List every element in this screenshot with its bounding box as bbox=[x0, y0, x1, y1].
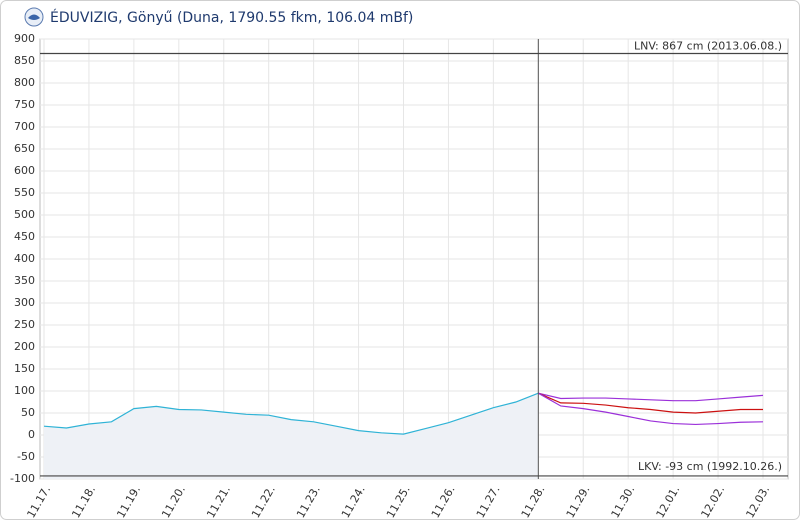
y-tick-label: 300 bbox=[14, 296, 35, 309]
y-tick-label: 350 bbox=[14, 274, 35, 287]
y-tick-label: 100 bbox=[14, 384, 35, 397]
y-tick-label: 650 bbox=[14, 142, 35, 155]
line bbox=[43, 392, 539, 435]
y-tick-label: 600 bbox=[14, 164, 35, 177]
y-tick-label: 800 bbox=[14, 76, 35, 89]
y-tick-label: 750 bbox=[14, 98, 35, 111]
y-tick-label: -50 bbox=[17, 450, 35, 463]
logo bbox=[24, 7, 44, 27]
line bbox=[538, 392, 764, 426]
line bbox=[538, 392, 764, 402]
y-tick-label: 200 bbox=[14, 340, 35, 353]
y-tick-label: 900 bbox=[14, 32, 35, 45]
reference-label: LKV: -93 cm (1992.10.26.) bbox=[638, 460, 782, 473]
reference-label: LNV: 867 cm (2013.06.08.) bbox=[634, 40, 782, 53]
y-tick-label: 500 bbox=[14, 208, 35, 221]
chart-title: ÉDUVIZIG, Gönyű (Duna, 1790.55 fkm, 106.… bbox=[50, 9, 413, 26]
y-tick-label: 450 bbox=[14, 230, 35, 243]
y-tick-label: 550 bbox=[14, 186, 35, 199]
y-tick-label: 250 bbox=[14, 318, 35, 331]
y-tick-label: 150 bbox=[14, 362, 35, 375]
line bbox=[538, 392, 763, 414]
y-tick-label: 700 bbox=[14, 120, 35, 133]
y-tick-label: 400 bbox=[14, 252, 35, 265]
y-tick-label: 850 bbox=[14, 54, 35, 67]
area bbox=[44, 393, 539, 479]
y-tick-label: 0 bbox=[28, 428, 35, 441]
y-tick-label: -100 bbox=[10, 472, 35, 485]
y-tick-label: 50 bbox=[21, 406, 35, 419]
